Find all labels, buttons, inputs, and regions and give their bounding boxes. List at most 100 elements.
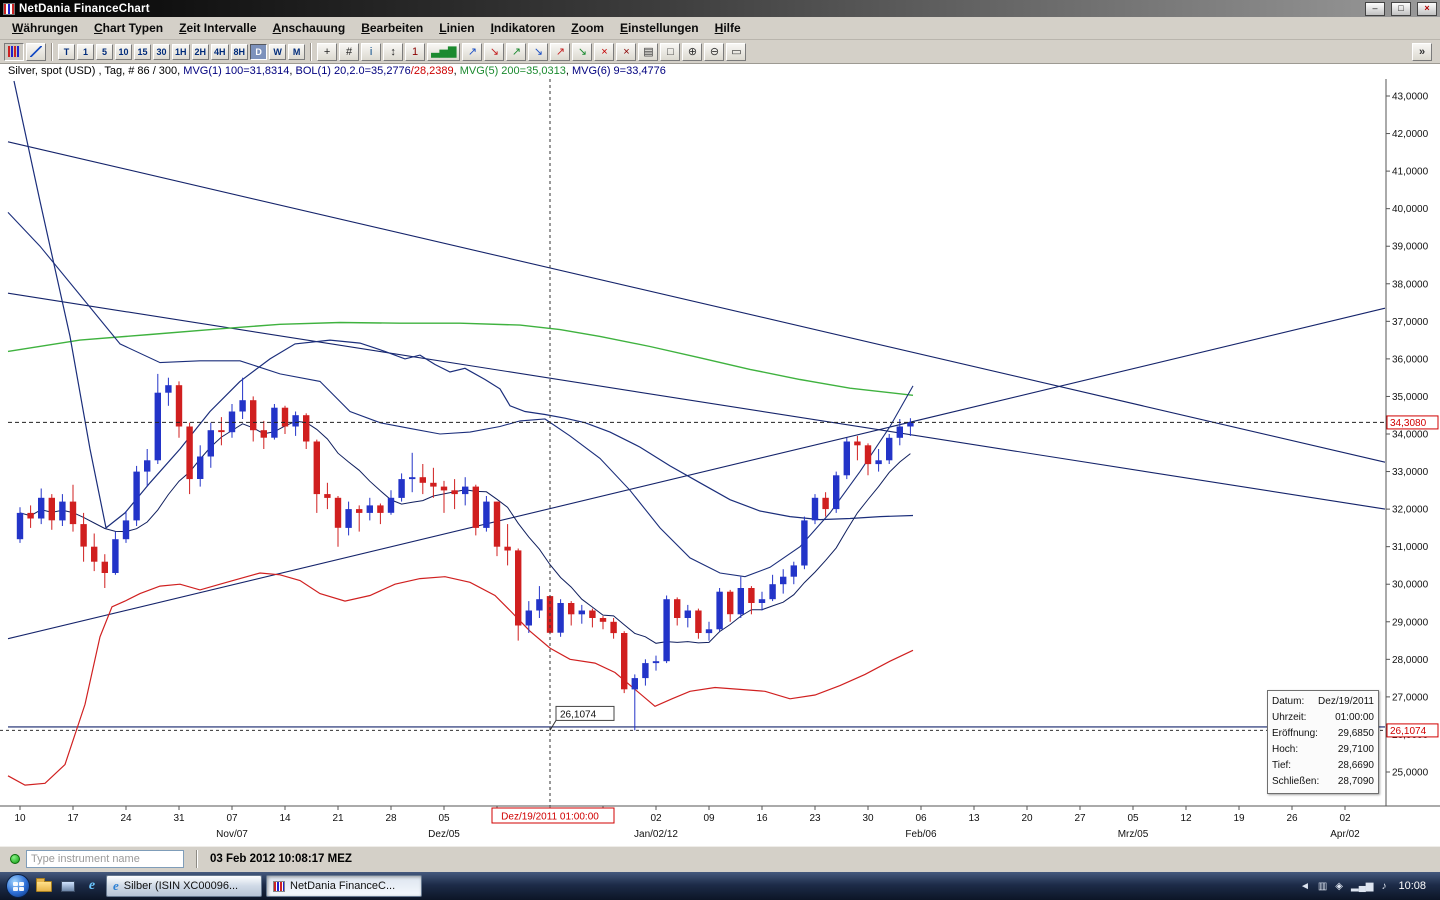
candle-body xyxy=(483,501,490,528)
candle-body xyxy=(38,497,45,519)
candle-body xyxy=(801,520,808,566)
instrument-search-input[interactable] xyxy=(26,850,184,868)
menu-item-waehrungen[interactable]: Währungen xyxy=(12,21,78,35)
y-axis-label: 30,0000 xyxy=(1392,580,1429,591)
chart-type-line-button[interactable] xyxy=(26,42,46,61)
taskbar-button-netdania[interactable]: NetDania FinanceC... xyxy=(266,875,422,897)
ohlc-tooltip: Datum: Dez/19/2011 Uhrzeit: 01:00:00 Eröff… xyxy=(1267,690,1379,794)
candle-body xyxy=(144,460,151,472)
menu-item-zeit-intervalle[interactable]: Zeit Intervalle xyxy=(179,21,257,35)
y-axis-label: 32,0000 xyxy=(1392,505,1429,516)
delete-all-lines-button[interactable]: × xyxy=(616,42,637,61)
interval-button-5[interactable]: 5 xyxy=(96,43,113,60)
toolbar-separator xyxy=(51,42,53,61)
menu-item-anschauung[interactable]: Anschauung xyxy=(272,21,346,35)
candle-body xyxy=(313,441,320,495)
maximize-button[interactable]: □ xyxy=(1391,1,1411,16)
menu-item-zoom[interactable]: Zoom xyxy=(571,21,604,35)
y-axis-label: 35,0000 xyxy=(1392,392,1429,403)
menu-item-chart-typen[interactable]: Chart Typen xyxy=(94,21,164,35)
trendline-down-button[interactable]: ↘ xyxy=(484,42,505,61)
quicklaunch-browser-button[interactable]: e xyxy=(82,876,102,896)
chart-type-candlestick-button[interactable] xyxy=(4,42,24,61)
tooltip-row: Uhrzeit: 01:00:00 xyxy=(1272,710,1374,726)
volume-indicator-button[interactable]: ▃▅▇ xyxy=(427,42,461,61)
tray-security-icon[interactable]: ◈ xyxy=(1335,880,1343,892)
candle-body xyxy=(631,678,638,690)
interval-button-15[interactable]: 15 xyxy=(134,43,151,60)
minimize-button[interactable]: – xyxy=(1365,1,1385,16)
menu-item-einstellungen[interactable]: Einstellungen xyxy=(619,21,699,35)
quicklaunch-show-desktop-button[interactable] xyxy=(58,876,78,896)
candle-body xyxy=(493,501,501,547)
print-button[interactable]: ▤ xyxy=(638,42,659,61)
menu-item-linien[interactable]: Linien xyxy=(439,21,475,35)
interval-button-4h[interactable]: 4H xyxy=(211,43,229,60)
zoom-in-button[interactable]: ⊕ xyxy=(682,42,703,61)
channel-up-button[interactable]: ↗ xyxy=(506,42,527,61)
interval-button-t[interactable]: T xyxy=(58,43,75,60)
candle-body xyxy=(398,479,405,498)
menu-item-bearbeiten[interactable]: Bearbeiten xyxy=(361,21,424,35)
taskbar-button-silber[interactable]: e Silber (ISIN XC00096... xyxy=(106,875,262,897)
taskbar-clock: 10:08 xyxy=(1398,880,1426,892)
interval-button-2h[interactable]: 2H xyxy=(191,43,210,60)
value-scale-button[interactable]: ↕ xyxy=(383,42,404,61)
grid-toggle-button[interactable]: # xyxy=(339,42,360,61)
candle-body xyxy=(822,497,829,510)
x-axis-month-label: Feb/06 xyxy=(905,829,937,840)
tray-network-icon[interactable]: ▂▄▆ xyxy=(1351,880,1374,892)
interval-button-10[interactable]: 10 xyxy=(115,43,132,60)
candle-body xyxy=(122,520,130,540)
chart-plot[interactable]: 26,1074 43,0000 42,0000 41,0000 40,0000 39,00… xyxy=(0,79,1440,845)
info-tool-button[interactable]: i xyxy=(361,42,382,61)
tooltip-row: Datum: Dez/19/2011 xyxy=(1272,694,1374,710)
print-preview-button[interactable]: □ xyxy=(660,42,681,61)
candle-body xyxy=(716,591,723,630)
interval-button-30[interactable]: 30 xyxy=(153,43,170,60)
y-axis-label: 36,0000 xyxy=(1392,354,1429,365)
regression-button[interactable]: ↘ xyxy=(572,42,593,61)
legend-segment: , xyxy=(565,65,572,77)
candle-body xyxy=(811,497,819,521)
candle-body xyxy=(366,505,373,513)
trendline-descending-major[interactable] xyxy=(7,141,1386,463)
tray-expand-icon[interactable]: ◄ xyxy=(1299,880,1310,892)
close-button[interactable]: × xyxy=(1417,1,1437,16)
crosshair-tool-button[interactable]: + xyxy=(317,42,338,61)
interval-button-group: T 1 5 10 15 30 1H 2H 4H 8H D W M xyxy=(58,43,306,60)
delete-line-button[interactable]: × xyxy=(594,42,615,61)
trendline-descending-minor[interactable] xyxy=(7,292,1386,510)
tray-volume-icon[interactable]: ♪ xyxy=(1381,880,1387,892)
pin-panel-button[interactable]: » xyxy=(1412,42,1432,61)
windows-logo-icon xyxy=(12,881,24,891)
candle-body xyxy=(175,385,183,427)
candle-body xyxy=(621,633,628,690)
zoom-region-button[interactable]: ▭ xyxy=(726,42,747,61)
trendline-ascending-major[interactable] xyxy=(7,307,1386,640)
interval-button-8h[interactable]: 8H xyxy=(230,43,249,60)
interval-button-1[interactable]: 1 xyxy=(77,43,94,60)
candle-body xyxy=(515,550,522,626)
candle-body xyxy=(451,490,458,495)
menu-item-indikatoren[interactable]: Indikatoren xyxy=(490,21,556,35)
fibonacci-button[interactable]: ↗ xyxy=(550,42,571,61)
interval-button-m[interactable]: M xyxy=(288,43,306,60)
zoom-out-button[interactable]: ⊖ xyxy=(704,42,725,61)
annotation-button[interactable]: 1 xyxy=(405,42,426,61)
channel-down-button[interactable]: ↘ xyxy=(528,42,549,61)
legend-segment: MVG(5) 200=35,0313 xyxy=(459,65,566,77)
start-button[interactable] xyxy=(6,874,30,898)
toolbar-separator xyxy=(310,42,313,61)
interval-button-d[interactable]: D xyxy=(250,43,268,60)
menu-item-hilfe[interactable]: Hilfe xyxy=(714,21,741,35)
quicklaunch-folder-button[interactable] xyxy=(34,876,54,896)
tray-display-icon[interactable]: ▥ xyxy=(1317,880,1328,892)
crosshair-value-label-box xyxy=(555,705,615,721)
interval-button-1h[interactable]: 1H xyxy=(172,43,190,60)
candle-body xyxy=(663,599,670,662)
x-axis-month-label: Mrz/05 xyxy=(1118,829,1149,840)
x-axis-label: 31 xyxy=(173,813,185,824)
interval-button-w[interactable]: W xyxy=(269,43,287,60)
trendline-up-button[interactable]: ↗ xyxy=(462,42,483,61)
